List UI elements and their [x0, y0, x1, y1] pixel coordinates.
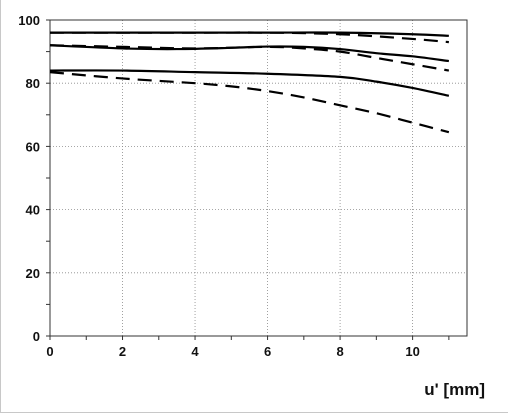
- series-line-5-solid: [49, 69, 450, 97]
- x-tick-label: 8: [336, 344, 343, 359]
- plot-area: [50, 20, 467, 336]
- x-tick-label: 0: [46, 344, 53, 359]
- series-line-2-dashed: [50, 31, 449, 44]
- series-line-4-dashed: [49, 44, 450, 72]
- y-tick-label: 60: [26, 139, 40, 154]
- series-line-6-dashed: [49, 71, 450, 134]
- x-axis-title: u' [mm]: [424, 380, 485, 399]
- y-tick-label: 20: [26, 266, 40, 281]
- x-tick-label: 4: [191, 344, 199, 359]
- y-tick-label: 80: [26, 76, 40, 91]
- x-tick-label: 6: [264, 344, 271, 359]
- y-tick-label: 0: [33, 329, 40, 344]
- y-tick-label: 100: [18, 13, 40, 28]
- x-tick-label: 10: [405, 344, 419, 359]
- x-tick-label: 2: [119, 344, 126, 359]
- y-tick-label: 40: [26, 203, 40, 218]
